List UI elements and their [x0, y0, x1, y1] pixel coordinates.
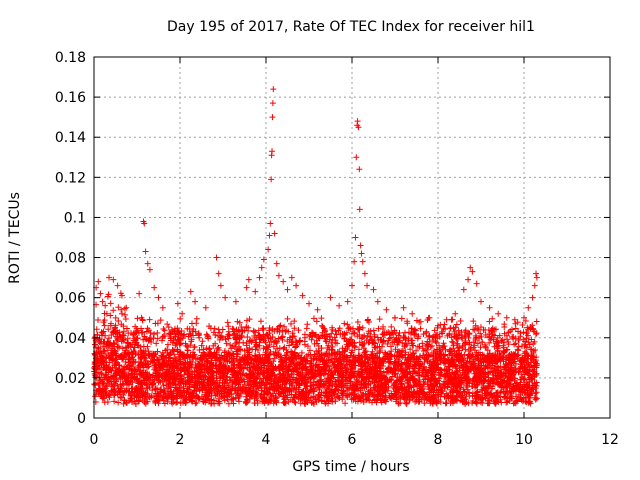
data-point	[139, 317, 146, 324]
data-point	[93, 326, 100, 333]
data-point	[101, 322, 108, 329]
data-point	[291, 318, 298, 325]
data-point	[291, 325, 298, 332]
data-point	[136, 398, 143, 405]
data-point	[310, 315, 317, 322]
data-point	[161, 327, 168, 334]
data-point	[215, 326, 222, 333]
data-point	[121, 305, 128, 312]
data-point	[318, 315, 325, 322]
data-point	[388, 323, 395, 330]
data-point	[134, 315, 141, 322]
data-point	[160, 325, 167, 332]
data-point	[447, 324, 454, 331]
data-point	[359, 324, 366, 331]
data-point	[94, 316, 101, 323]
data-point	[199, 338, 206, 345]
data-point	[235, 398, 242, 405]
data-point	[398, 315, 405, 322]
data-point	[243, 317, 250, 324]
data-point	[489, 315, 496, 322]
data-point	[193, 315, 200, 322]
data-point	[376, 316, 383, 323]
data-point	[302, 341, 309, 348]
data-point	[246, 316, 253, 323]
data-point	[164, 341, 171, 348]
data-point	[341, 320, 348, 327]
data-point	[344, 321, 351, 328]
data-point	[533, 389, 540, 396]
data-point	[210, 329, 217, 336]
data-point	[157, 317, 164, 324]
data-point	[447, 325, 454, 332]
data-point	[292, 399, 299, 406]
data-point	[520, 329, 527, 336]
data-point	[112, 314, 119, 321]
data-point	[101, 399, 108, 406]
data-point	[153, 340, 160, 347]
data-point	[465, 334, 472, 341]
data-point	[102, 302, 109, 309]
data-point	[107, 300, 114, 307]
points-layer	[91, 86, 540, 407]
data-point	[224, 319, 231, 326]
data-point	[519, 322, 526, 329]
data-point	[533, 318, 540, 325]
data-point	[115, 318, 122, 325]
data-point	[370, 327, 377, 334]
data-point	[151, 331, 158, 338]
data-point	[364, 333, 371, 340]
data-point	[479, 400, 486, 407]
data-point	[276, 345, 283, 352]
data-point	[284, 315, 291, 322]
chart-title: Day 195 of 2017, Rate Of TEC Index for r…	[167, 19, 535, 35]
data-point	[457, 318, 464, 325]
data-point	[323, 338, 330, 345]
data-point	[227, 342, 234, 349]
data-point	[164, 321, 171, 328]
data-point	[533, 330, 540, 337]
data-point	[154, 329, 161, 336]
data-point	[196, 347, 203, 354]
data-point	[303, 325, 310, 332]
data-point	[165, 324, 172, 331]
data-point	[122, 311, 129, 318]
data-point	[498, 399, 505, 406]
data-point	[222, 336, 229, 343]
data-point	[110, 307, 117, 314]
data-point	[234, 318, 241, 325]
data-point	[486, 318, 493, 325]
data-point	[364, 317, 371, 324]
data-point	[401, 329, 408, 336]
data-point	[462, 346, 469, 353]
data-point	[115, 399, 122, 406]
data-point	[501, 321, 508, 328]
data-point	[280, 345, 287, 352]
data-point	[177, 315, 184, 322]
data-point	[342, 400, 349, 407]
data-point	[304, 321, 311, 328]
data-point	[111, 398, 118, 405]
data-point	[424, 346, 431, 353]
data-point	[146, 316, 153, 323]
data-point	[288, 320, 295, 327]
data-point	[277, 322, 284, 329]
data-point	[426, 332, 433, 339]
data-point	[313, 318, 320, 325]
